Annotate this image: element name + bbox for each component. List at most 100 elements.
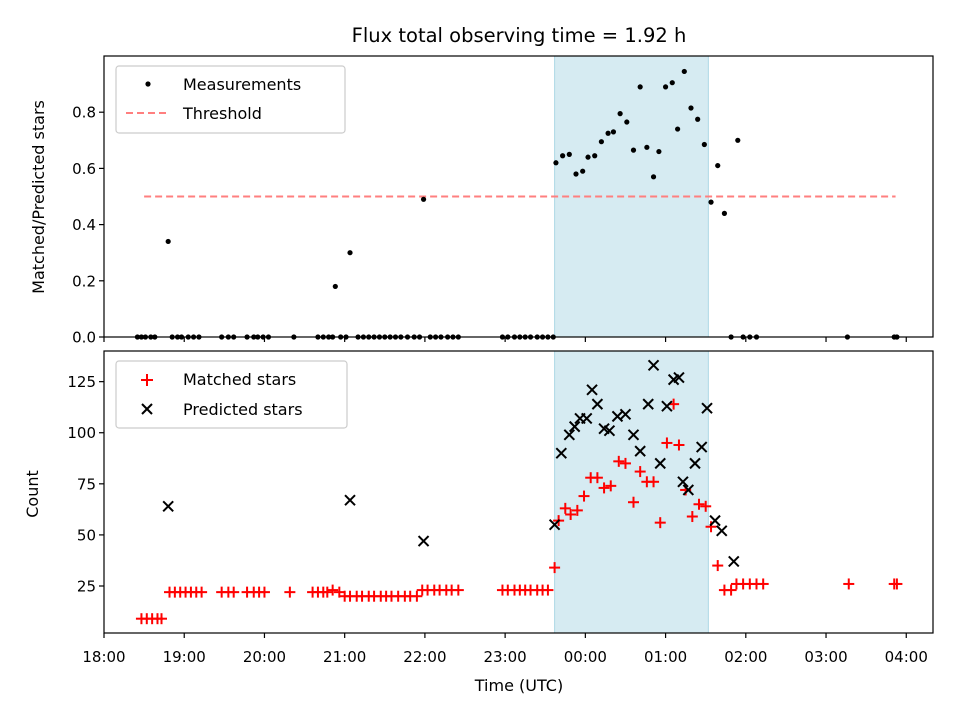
bottom-y-tick-label: 25 [77, 578, 96, 596]
predicted-star-marker-b [709, 514, 721, 527]
matched-star-marker [673, 439, 685, 451]
matched-star-marker [661, 437, 673, 449]
predicted-star-marker-b [603, 424, 616, 437]
measurement-point [580, 168, 586, 174]
predicted-star-marker-b [598, 422, 610, 435]
predicted-star-marker [689, 457, 701, 470]
top-plot-frame [103, 55, 934, 338]
predicted-star-marker-b [647, 359, 660, 372]
matched-star-marker [559, 502, 571, 514]
matched-star-marker [613, 455, 625, 467]
predicted-star-marker [709, 514, 721, 527]
predicted-star-marker-b [661, 400, 673, 412]
matched-star-marker [700, 500, 712, 512]
matched-star-marker [571, 504, 583, 516]
predicted-star-marker [603, 424, 616, 437]
measurement-point [617, 111, 623, 117]
matched-star-marker [648, 476, 660, 488]
predicted-star-marker-b [344, 494, 356, 506]
measurement-point [656, 148, 662, 155]
measurement-point [332, 283, 338, 290]
x-tick-label: 04:00 [885, 648, 928, 666]
predicted-star-marker [728, 555, 740, 568]
predicted-star-marker [591, 398, 604, 410]
x-tick-label: 20:00 [243, 648, 286, 666]
x-tick-label: 01:00 [644, 648, 687, 666]
matched-star-marker [228, 586, 240, 598]
top-y-tick-label: 0.4 [72, 216, 96, 234]
predicted-star-marker [627, 429, 640, 441]
measurement-point [681, 68, 687, 75]
measurement-point [695, 116, 701, 122]
top-y-axis-label: Matched/Predicted stars [29, 100, 48, 294]
matched-star-marker [321, 586, 333, 598]
matched-star-marker [634, 466, 646, 478]
measurement-point [566, 151, 572, 157]
legend-label-predicted: Predicted stars [183, 400, 303, 419]
measurement-point [675, 126, 681, 132]
measurement-point [585, 154, 591, 160]
legend-marker-predicted [141, 403, 153, 415]
measurement-point [165, 238, 171, 245]
bottom-y-axis-ticks: 25 50 75 100 125 [67, 373, 104, 596]
predicted-star-marker [716, 525, 728, 537]
predicted-star-marker [647, 359, 660, 372]
measurement-point [721, 210, 728, 216]
matched-star-marker [327, 584, 339, 596]
predicted-star-marker [695, 441, 708, 453]
measurement-point [650, 174, 657, 180]
measurement-point [605, 130, 611, 136]
observing-span-band [554, 350, 709, 634]
measurement-point [669, 80, 675, 86]
bottom-y-tick-label: 100 [67, 424, 96, 442]
matched-star-marker [619, 457, 631, 469]
legend-marker-matched [141, 374, 153, 386]
x-tick-label: 22:00 [403, 648, 446, 666]
legend-label-threshold: Threshold [182, 104, 262, 123]
predicted-star-marker [661, 400, 673, 412]
predicted-star-marker-b [677, 476, 689, 488]
predicted-star-marker [548, 518, 561, 531]
predicted-star-marker [682, 484, 695, 496]
top-legend-box [115, 65, 346, 134]
predicted-star-marker-b [555, 447, 567, 459]
matched-star-marker [686, 511, 698, 523]
top-panel: 0.00.20.40.60.8 Matched/Predicted stars … [29, 55, 934, 347]
x-tick-label: 00:00 [564, 648, 607, 666]
predicted-star-marker [586, 384, 598, 396]
x-tick-label: 21:00 [323, 648, 366, 666]
predicted-star-marker-b [695, 441, 708, 453]
predicted-star-marker-b [162, 500, 174, 513]
predicted-star-marker-b [627, 429, 640, 441]
matched-star-marker [452, 584, 464, 596]
matched-star-marker [549, 562, 561, 574]
matched-star-marker [411, 590, 423, 602]
predicted-star-marker-b [682, 484, 695, 496]
measurement-point [420, 196, 427, 202]
top-x-axis-ticks [103, 337, 907, 342]
predicted-star-marker-b [728, 555, 740, 568]
x-tick-label: 03:00 [804, 648, 847, 666]
measurement-point [630, 147, 637, 153]
bottom-y-tick-label: 75 [77, 475, 96, 493]
x-tick-label: 02:00 [724, 648, 767, 666]
bottom-panel: 25 50 75 100 125 18:00 19:00 20:00 21:00 22:00 23… [23, 350, 934, 695]
predicted-star-marker-b [716, 525, 728, 537]
predicted-star-marker-b [568, 420, 581, 433]
matched-star-marker [705, 521, 717, 533]
top-legend: Measurements Threshold [115, 65, 346, 134]
measurement-point [573, 171, 579, 177]
measurement-point [688, 105, 694, 111]
predicted-star-marker [673, 371, 685, 384]
matched-star-marker [605, 480, 617, 492]
predicted-star-marker [634, 445, 646, 457]
predicted-star-marker [162, 500, 174, 513]
predicted-star-marker-b [586, 384, 598, 396]
matched-star-marker [725, 584, 737, 596]
top-y-tick-label: 0.8 [72, 104, 96, 122]
matched-star-marker [284, 586, 296, 598]
top-y-axis-ticks: 0.0 0.2 0.4 0.6 0.8 [72, 104, 104, 347]
bottom-x-axis-ticks: 18:00 19:00 20:00 21:00 22:00 23:00 00:00 01:00… [82, 633, 928, 666]
predicted-star-marker [619, 408, 632, 421]
predicted-star-marker [580, 412, 593, 425]
